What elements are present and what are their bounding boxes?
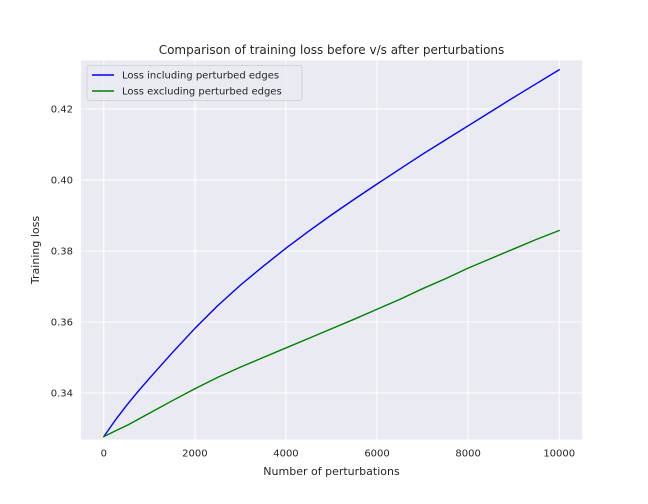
y-tick-label: 0.38 xyxy=(51,247,73,258)
y-tick-label: 0.40 xyxy=(51,176,73,187)
tick-labels: 0 2000 4000 6000 8000 10000 0.34 0.36 0.38 0.40 0.… xyxy=(51,105,575,460)
x-tick-label: 8000 xyxy=(455,449,480,460)
legend: Loss including perturbed edges Loss excl… xyxy=(86,65,303,101)
y-tick-label: 0.34 xyxy=(51,389,73,400)
x-tick-label: 4000 xyxy=(273,449,298,460)
x-tick-label: 0 xyxy=(101,449,107,460)
series-line-excluding xyxy=(103,229,560,438)
x-axis-label: Number of perturbations xyxy=(263,465,400,478)
series-line-including xyxy=(103,69,560,438)
y-tick-label: 0.36 xyxy=(51,318,73,329)
x-tick-label: 2000 xyxy=(182,449,207,460)
x-tick-label: 6000 xyxy=(364,449,389,460)
legend-label-excluding: Loss excluding perturbed edges xyxy=(122,87,282,98)
chart-title: Comparison of training loss before v/s a… xyxy=(159,43,505,57)
plot-area xyxy=(81,60,582,440)
x-tick-label: 10000 xyxy=(543,449,575,460)
legend-label-including: Loss including perturbed edges xyxy=(122,71,279,82)
series-layer xyxy=(103,69,560,438)
grid xyxy=(81,60,582,440)
y-tick-label: 0.42 xyxy=(51,105,73,116)
legend-box xyxy=(86,65,303,101)
y-axis-label: Training loss xyxy=(29,216,42,285)
